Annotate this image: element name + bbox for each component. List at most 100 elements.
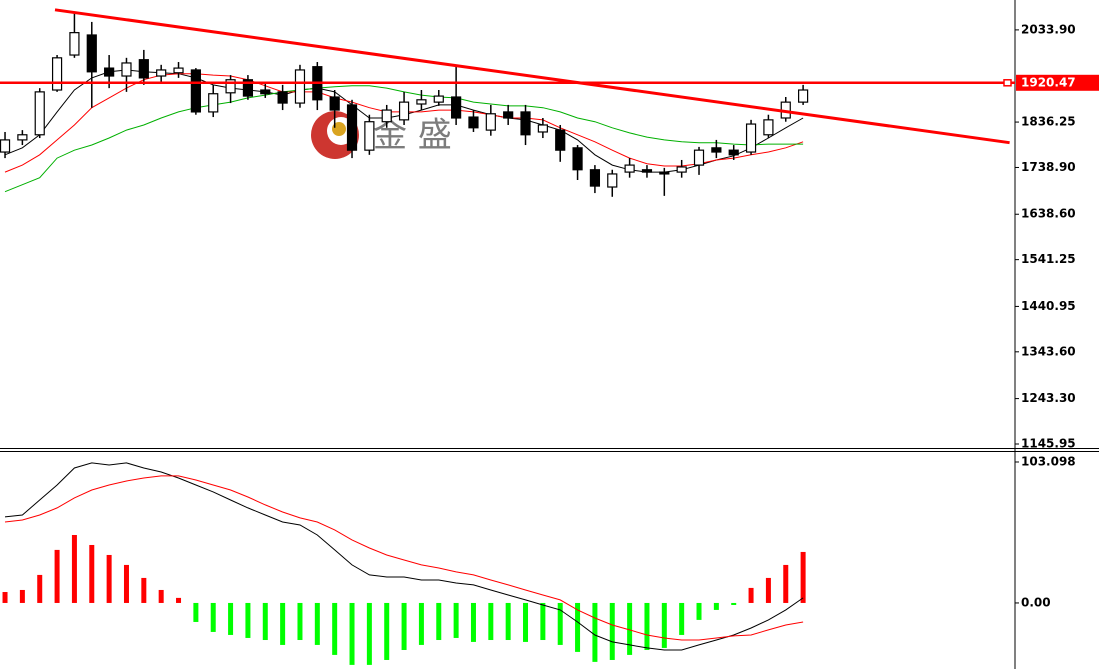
histogram-bar: [158, 589, 164, 603]
histogram-bar: [696, 602, 702, 620]
candle-body: [468, 116, 479, 129]
histogram-bar: [765, 577, 771, 603]
y-tick-label: 1145.95: [1021, 436, 1076, 450]
y-tick-label: 1541.25: [1021, 252, 1076, 266]
histogram-bar: [731, 602, 737, 606]
candle-body: [364, 121, 375, 151]
histogram-bar: [575, 602, 581, 652]
histogram-bar: [228, 602, 234, 635]
histogram-bar: [262, 602, 268, 641]
histogram-bar: [141, 577, 147, 603]
histogram-bar: [193, 602, 199, 622]
candle-body: [555, 129, 566, 151]
y-tick-label: 1738.90: [1021, 160, 1076, 174]
candle-body: [693, 149, 705, 166]
histogram-bar: [661, 602, 667, 648]
histogram-bar: [176, 597, 182, 603]
histogram-bar: [418, 602, 424, 645]
candle-body: [485, 113, 496, 131]
histogram-bar: [540, 602, 546, 641]
histogram-bar: [679, 602, 685, 635]
candle-body: [121, 62, 132, 77]
candle-body: [381, 109, 392, 123]
level-label: 1920.47: [1021, 75, 1076, 89]
histogram-bar: [210, 602, 216, 632]
histogram-bar: [453, 602, 459, 638]
candle-body: [0, 139, 11, 153]
candle-body: [242, 79, 254, 97]
histogram-bar: [366, 602, 372, 665]
histogram-bar: [71, 534, 77, 603]
candle-body: [398, 101, 410, 121]
candle-body: [260, 89, 271, 95]
candle-body: [51, 57, 63, 91]
histogram-bar: [627, 602, 633, 655]
y-tick-label: 103.098: [1021, 454, 1076, 468]
candle-body: [745, 123, 757, 153]
candle-body: [294, 69, 306, 104]
histogram-bar: [297, 602, 303, 641]
histogram-bar: [436, 602, 442, 641]
y-tick-label: 0.00: [1021, 595, 1051, 609]
histogram-bar: [505, 602, 511, 641]
candle-body: [34, 91, 45, 136]
candle-body: [17, 134, 28, 141]
y-tick-label: 1836.25: [1021, 115, 1076, 129]
candle-body: [711, 147, 722, 153]
candle-body: [607, 173, 618, 188]
histogram-bar: [37, 574, 43, 603]
histogram-bar: [592, 602, 598, 662]
line-series: [4, 462, 804, 651]
candle-body: [138, 59, 149, 79]
histogram-bar: [783, 564, 789, 603]
candle-body: [572, 147, 583, 171]
histogram-bar: [314, 602, 320, 645]
candle-body: [728, 149, 739, 156]
candle-body: [346, 104, 358, 151]
histogram-bar: [523, 602, 529, 642]
histogram-bar: [748, 587, 754, 603]
watermark-logo: [332, 122, 346, 136]
candle-body: [156, 69, 167, 77]
histogram-bar: [89, 544, 95, 603]
histogram-bar: [2, 592, 8, 603]
histogram-bar: [488, 602, 494, 641]
candle-body: [503, 111, 514, 119]
histogram-bar: [557, 602, 563, 645]
histogram-bar: [332, 602, 338, 655]
histogram-bar: [280, 602, 286, 645]
histogram-bar: [54, 549, 60, 603]
y-tick-label: 1440.95: [1021, 299, 1076, 313]
candle-body: [763, 119, 774, 136]
candle-body: [537, 124, 548, 133]
histogram-bar: [800, 551, 806, 603]
histogram-bar: [349, 602, 355, 665]
candle-body: [641, 169, 653, 173]
candle-body: [433, 95, 444, 103]
candle-body: [173, 67, 184, 74]
candle-body: [798, 89, 809, 103]
candle-body: [676, 166, 687, 173]
candle-body: [190, 69, 201, 113]
level-label-box: [1016, 74, 1099, 91]
y-tick-label: 1243.30: [1021, 391, 1076, 405]
candle-body: [451, 96, 462, 119]
candle-body: [624, 164, 635, 173]
y-tick-label: 2033.90: [1021, 22, 1076, 36]
candle-body: [659, 171, 670, 175]
histogram-bar: [123, 564, 129, 603]
histogram-bar: [470, 602, 476, 642]
y-tick-label: 1638.60: [1021, 207, 1076, 221]
trend-line: [54, 8, 1010, 145]
candle-body: [520, 111, 531, 136]
y-tick-label: 1343.60: [1021, 344, 1076, 358]
candle-body: [329, 96, 340, 111]
candle-body: [104, 67, 115, 77]
histogram-bar: [713, 602, 719, 610]
histogram-bar: [384, 602, 390, 660]
histogram-bar: [401, 602, 407, 650]
candle-body: [225, 79, 236, 94]
histogram-bar: [644, 602, 650, 650]
histogram-bar: [245, 602, 251, 638]
